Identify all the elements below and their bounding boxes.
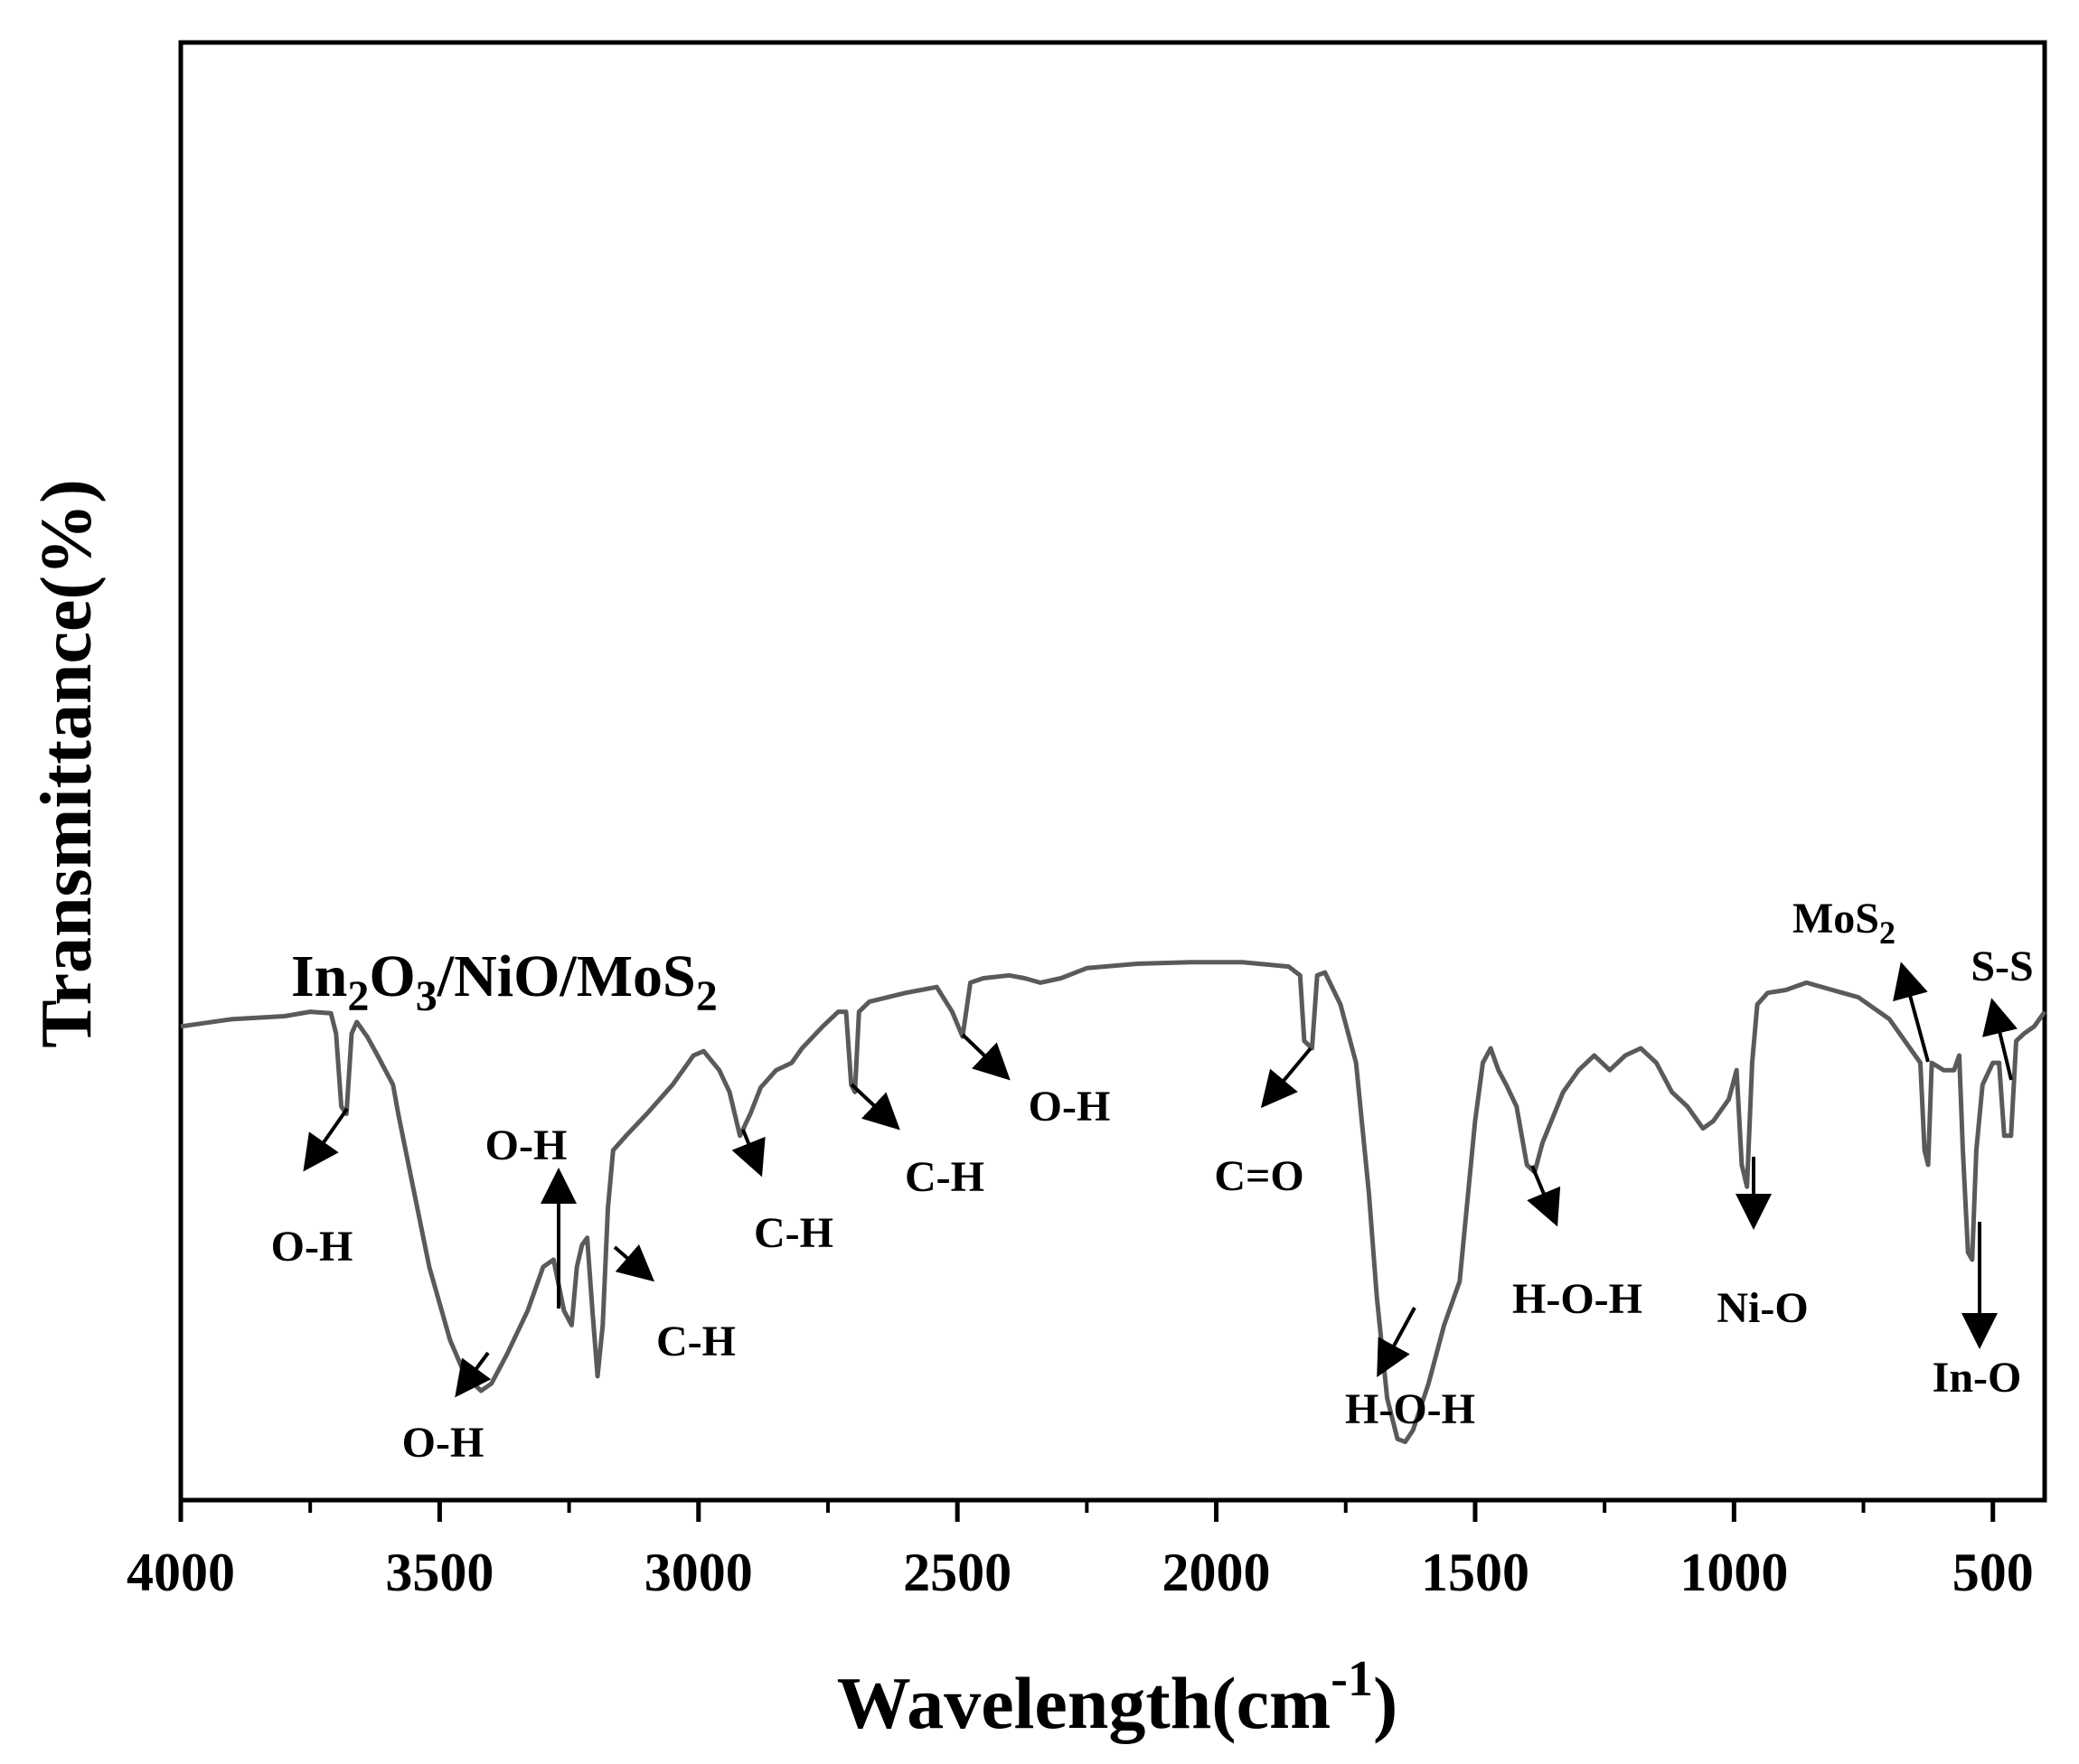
series-layer: In2O3/NiO/MoS2 (180, 943, 2047, 1444)
peak-annotation: O-H (961, 1033, 1111, 1131)
x-tick-label: 3000 (644, 1543, 753, 1602)
x-tick-label: 2500 (903, 1543, 1011, 1602)
annotation-label: H-O-H (1512, 1275, 1642, 1323)
peak-annotation: C-H (850, 1083, 984, 1201)
annotation-arrow (850, 1083, 900, 1131)
peak-annotation: MoS2 (1792, 895, 1930, 1063)
plot-border (178, 40, 2047, 1503)
annotation-label: O-H (271, 1223, 353, 1271)
peak-annotation: O-H (271, 1107, 353, 1271)
x-tick-label: 1500 (1421, 1543, 1529, 1602)
spectrum-line (180, 960, 2047, 1444)
annotation-arrow (1982, 998, 2018, 1081)
annotation-arrow (731, 1129, 766, 1178)
peak-annotation: S-S (1971, 943, 2034, 1081)
x-tick-label: 1000 (1679, 1543, 1788, 1602)
x-axis-title: Wavelength(cm-1) (837, 1651, 1398, 1744)
peak-annotation: In-O (1933, 1222, 2022, 1402)
annotation-arrow (1893, 962, 1930, 1063)
annotation-label: H-O-H (1345, 1385, 1475, 1433)
peak-annotation: O-H (402, 1351, 492, 1467)
annotation-arrow (1260, 1046, 1312, 1109)
annotation-label: In-O (1933, 1354, 2022, 1402)
x-tick-label: 2000 (1162, 1543, 1271, 1602)
peak-annotation: H-O-H (1345, 1307, 1475, 1433)
annotation-label: O-H (402, 1419, 484, 1467)
annotation-arrow (455, 1351, 492, 1398)
peak-annotation: C-H (731, 1129, 833, 1257)
x-tick-label: 500 (1952, 1543, 2034, 1602)
annotation-arrow (303, 1107, 349, 1172)
annotation-label: C=O (1214, 1152, 1303, 1200)
annotation-label: O-H (1029, 1083, 1111, 1131)
annotation-label: C-H (905, 1153, 984, 1201)
plot-frame (178, 40, 2047, 1503)
peak-annotation: H-O-H (1512, 1165, 1642, 1323)
peak-annotation: C=O (1214, 1046, 1312, 1200)
x-tick-label: 4000 (127, 1543, 235, 1602)
x-axis: 4000 3500 3000 2500 2000 1500 1000 500 (127, 1500, 2034, 1602)
annotation-label: C-H (656, 1318, 736, 1365)
annotation-label: O-H (485, 1121, 568, 1169)
peak-annotation: Ni-O (1717, 1157, 1809, 1332)
annotation-arrow (961, 1033, 1011, 1081)
annotation-label: MoS2 (1792, 895, 1896, 951)
y-axis-title: Transmittance(%) (27, 479, 107, 1048)
annotation-label: C-H (754, 1209, 833, 1257)
annotation-label: Ni-O (1717, 1284, 1808, 1332)
annotation-arrow (1527, 1165, 1561, 1227)
series-label: In2O3/NiO/MoS2 (291, 943, 718, 1020)
annotation-label: S-S (1971, 943, 2033, 990)
peak-annotation: C-H (613, 1243, 736, 1365)
annotation-arrow (1377, 1307, 1416, 1378)
annotation-arrow (613, 1243, 655, 1282)
peak-annotation: O-H (485, 1121, 577, 1309)
annotation-layer: O-H O-H O-H C-H C-H C-H O-H C=O H-O-H H-O-H Ni-O Mo… (271, 895, 2034, 1467)
x-tick-label: 3500 (385, 1543, 494, 1602)
